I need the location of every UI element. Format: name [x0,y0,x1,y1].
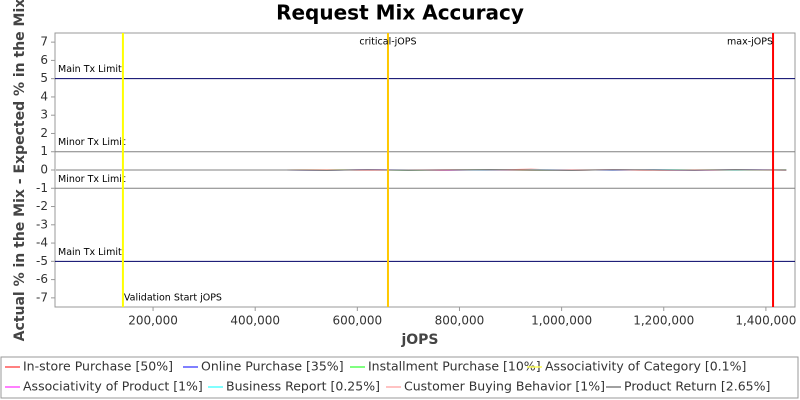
x-tick-label: 800,000 [435,314,485,328]
x-tick-label: 400,000 [230,314,280,328]
limit-label: Main Tx Limit [58,64,122,75]
marker-label: critical-jOPS [359,37,416,48]
legend-label: Business Report [0.25%] [226,379,380,394]
limit-label: Minor Tx Limit [58,137,126,148]
y-tick-label: -3 [36,217,48,231]
y-tick-label: -7 [36,290,48,304]
y-tick-label: -2 [36,199,48,213]
x-tick-label: 1,400,000 [735,314,796,328]
legend-label: Associativity of Category [0.1%] [545,359,746,374]
chart-title: Request Mix Accuracy [276,1,524,25]
y-tick-label: -1 [36,181,48,195]
legend [0,356,799,399]
y-tick-label: 4 [40,89,48,103]
y-axis-label: Actual % in the Mix - Expected % in the … [12,0,28,341]
marker-label: max-jOPS [727,37,773,48]
series-line [56,168,787,172]
legend-label: Associativity of Product [1%] [23,379,203,394]
legend-label: Online Purchase [35%] [201,359,344,374]
x-tick-label: 200,000 [128,314,178,328]
y-tick-label: 6 [40,53,48,67]
x-tick-label: 600,000 [333,314,383,328]
legend-label: Product Return [2.65%] [624,379,770,394]
x-axis-label: jOPS [400,332,438,348]
y-tick-label: 1 [40,144,48,158]
legend-label: In-store Purchase [50%] [23,359,173,374]
y-tick-label: -5 [36,254,48,268]
limit-label: Main Tx Limit [58,247,122,258]
marker-label: Validation Start jOPS [124,293,222,304]
x-tick-label: 1,000,000 [531,314,592,328]
legend-label: Customer Buying Behavior [1%] [404,379,605,394]
y-tick-label: -6 [36,272,48,286]
y-tick-label: 3 [40,108,48,122]
legend-label: Installment Purchase [10%] [368,359,541,374]
limit-label: Minor Tx Limit [58,174,126,185]
y-tick-label: 5 [40,71,48,85]
x-tick-label: 1,200,000 [633,314,694,328]
y-tick-label: 0 [40,163,48,177]
y-tick-label: 2 [40,126,48,140]
y-tick-label: 7 [40,35,48,49]
y-tick-label: -4 [36,236,48,250]
